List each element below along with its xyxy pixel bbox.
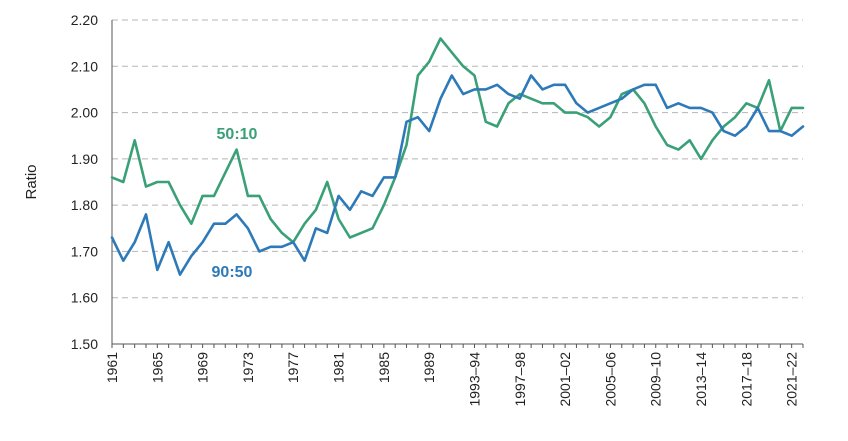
x-tick-label: 1989 bbox=[421, 352, 437, 383]
axes bbox=[111, 20, 804, 348]
x-tick-label: 1997–98 bbox=[512, 352, 528, 407]
y-tick-label: 2.10 bbox=[71, 58, 98, 74]
y-tick-label: 2.00 bbox=[71, 105, 98, 121]
y-tick-label: 1.80 bbox=[71, 197, 98, 213]
x-tick-label: 1961 bbox=[104, 352, 120, 383]
y-tick-label: 1.60 bbox=[71, 290, 98, 306]
series-lines bbox=[110, 37, 805, 276]
gridlines bbox=[112, 19, 803, 299]
x-tick-label: 1973 bbox=[240, 352, 256, 383]
y-tick-label: 2.20 bbox=[71, 12, 98, 28]
x-tick-label: 1965 bbox=[149, 352, 165, 383]
x-tick-label: 2013–14 bbox=[693, 352, 709, 407]
y-tick-label: 1.70 bbox=[71, 243, 98, 259]
y-tick-label: 1.90 bbox=[71, 151, 98, 167]
x-tick-label: 1969 bbox=[195, 352, 211, 383]
series-label-50-10: 50:10 bbox=[217, 126, 258, 143]
x-tick-label: 1981 bbox=[331, 352, 347, 383]
x-tick-label: 1993–94 bbox=[466, 352, 482, 407]
x-tick-label: 2009–10 bbox=[648, 352, 664, 407]
x-tick-label: 1977 bbox=[285, 352, 301, 383]
x-tick-label: 2001–02 bbox=[557, 352, 573, 407]
x-tick-label: 2005–06 bbox=[602, 352, 618, 407]
series-label-90-50: 90:50 bbox=[212, 264, 253, 281]
x-tick-label: 2021–22 bbox=[784, 352, 800, 407]
x-tick-label: 1985 bbox=[376, 352, 392, 383]
y-axis-title: Ratio bbox=[23, 164, 40, 199]
series-line-90-50 bbox=[110, 74, 805, 276]
y-tick-label: 1.50 bbox=[71, 336, 98, 352]
series-line-50-10 bbox=[110, 37, 805, 244]
x-tick-label: 2017–18 bbox=[738, 352, 754, 407]
tick-labels: 1.50 1.60 1.70 1.80 1.90 2.00 2.10 2.20 1961 1965… bbox=[71, 12, 800, 407]
